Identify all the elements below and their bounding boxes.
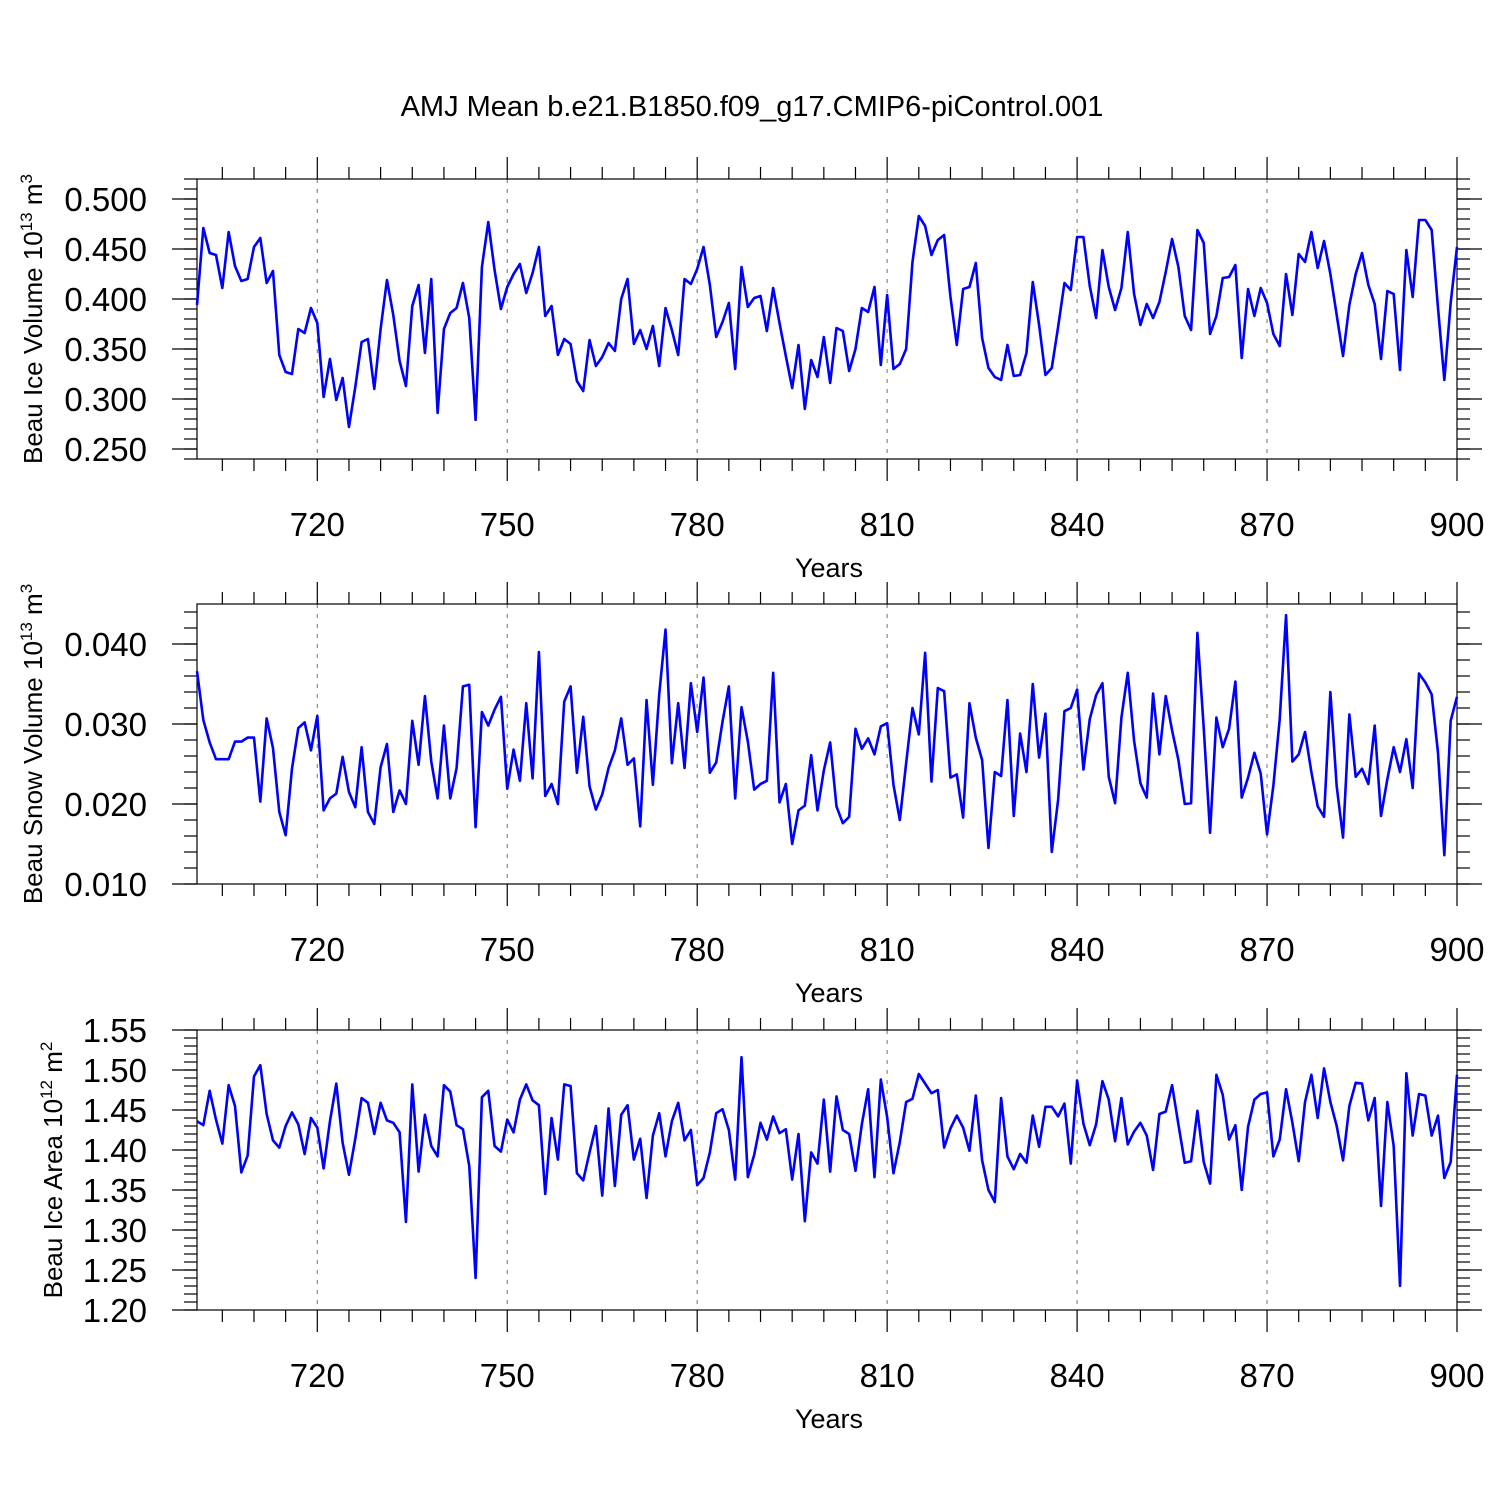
y-tick-label: 0.300 xyxy=(64,381,147,418)
x-tick-label: 900 xyxy=(1429,931,1484,968)
x-tick-label: 900 xyxy=(1429,506,1484,543)
x-tick-label: 900 xyxy=(1429,1357,1484,1394)
y-tick-label: 0.040 xyxy=(64,626,147,663)
y-tick-label: 0.250 xyxy=(64,431,147,468)
plot-frame xyxy=(196,1029,1458,1311)
y-label-superscript: 3 xyxy=(17,584,36,593)
y-tick-label: 1.20 xyxy=(83,1292,147,1329)
y-label-text: Beau Ice Area 10 xyxy=(38,1099,68,1298)
x-tick-label: 840 xyxy=(1050,506,1105,543)
plot-frame xyxy=(196,178,1458,460)
y-label-text: m xyxy=(38,1051,68,1080)
x-tick-label: 780 xyxy=(670,1357,725,1394)
x-axis-label: Years xyxy=(795,553,863,583)
y-axis-label: Beau Snow Volume 1013 m3 xyxy=(17,584,48,904)
figure-title: AMJ Mean b.e21.B1850.f09_g17.CMIP6-piCon… xyxy=(401,91,1104,123)
x-tick-label: 810 xyxy=(860,506,915,543)
x-tick-label: 870 xyxy=(1240,506,1295,543)
x-tick-label: 750 xyxy=(480,931,535,968)
x-tick-label: 780 xyxy=(670,931,725,968)
snow-volume-panel: 720 750 780 810 840 870 900 0.010 0.020 0.030 0.04… xyxy=(17,582,1485,1008)
y-tick-label: 1.30 xyxy=(83,1212,147,1249)
series-line xyxy=(195,613,1459,857)
y-label-text: m xyxy=(18,183,48,212)
y-tick-label: 0.450 xyxy=(64,231,147,268)
y-tick-label: 1.50 xyxy=(83,1052,147,1089)
x-tick-label: 720 xyxy=(290,506,345,543)
x-tick-label: 870 xyxy=(1240,1357,1295,1394)
y-axis-label: Beau Ice Volume 1013 m3 xyxy=(17,174,48,464)
y-tick-label: 0.030 xyxy=(64,706,147,743)
x-axis-label: Years xyxy=(795,1404,863,1434)
y-tick-label: 0.010 xyxy=(64,866,147,903)
y-label-superscript: 13 xyxy=(17,622,36,641)
ice-area-panel: 720 750 780 810 840 870 9001.201.251.301.351.4… xyxy=(37,1008,1485,1434)
x-tick-label: 720 xyxy=(290,931,345,968)
y-tick-label: 0.020 xyxy=(64,786,147,823)
y-label-superscript: 13 xyxy=(17,212,36,231)
x-tick-label: 840 xyxy=(1050,1357,1105,1394)
x-tick-label: 750 xyxy=(480,506,535,543)
series-line xyxy=(195,214,1459,429)
y-tick-label: 0.500 xyxy=(64,181,147,218)
y-tick-label: 1.25 xyxy=(83,1252,147,1289)
x-tick-label: 810 xyxy=(860,931,915,968)
x-tick-label: 870 xyxy=(1240,931,1295,968)
plot-frame xyxy=(196,603,1458,885)
x-axis-label: Years xyxy=(795,978,863,1008)
x-tick-label: 810 xyxy=(860,1357,915,1394)
y-axis-label: Beau Ice Area 1012 m2 xyxy=(37,1042,68,1299)
y-tick-label: 0.400 xyxy=(64,281,147,318)
x-tick-label: 840 xyxy=(1050,931,1105,968)
y-label-text: m xyxy=(18,593,48,622)
y-tick-label: 1.55 xyxy=(83,1012,147,1049)
y-tick-label: 1.35 xyxy=(83,1172,147,1209)
y-tick-label: 1.40 xyxy=(83,1132,147,1169)
y-tick-label: 0.350 xyxy=(64,331,147,368)
y-label-superscript: 3 xyxy=(17,174,36,183)
y-label-text: Beau Snow Volume 10 xyxy=(18,641,48,904)
y-label-superscript: 2 xyxy=(37,1042,56,1051)
series-line xyxy=(196,1055,1459,1288)
y-tick-label: 1.45 xyxy=(83,1092,147,1129)
x-tick-label: 750 xyxy=(480,1357,535,1394)
y-label-superscript: 12 xyxy=(37,1080,56,1099)
x-tick-label: 720 xyxy=(290,1357,345,1394)
ice-volume-panel: 720 750 780 810 840 870 900 0.250 0.300 0.350 0.40… xyxy=(17,157,1485,583)
y-label-text: Beau Ice Volume 10 xyxy=(18,231,48,464)
x-tick-label: 780 xyxy=(670,506,725,543)
